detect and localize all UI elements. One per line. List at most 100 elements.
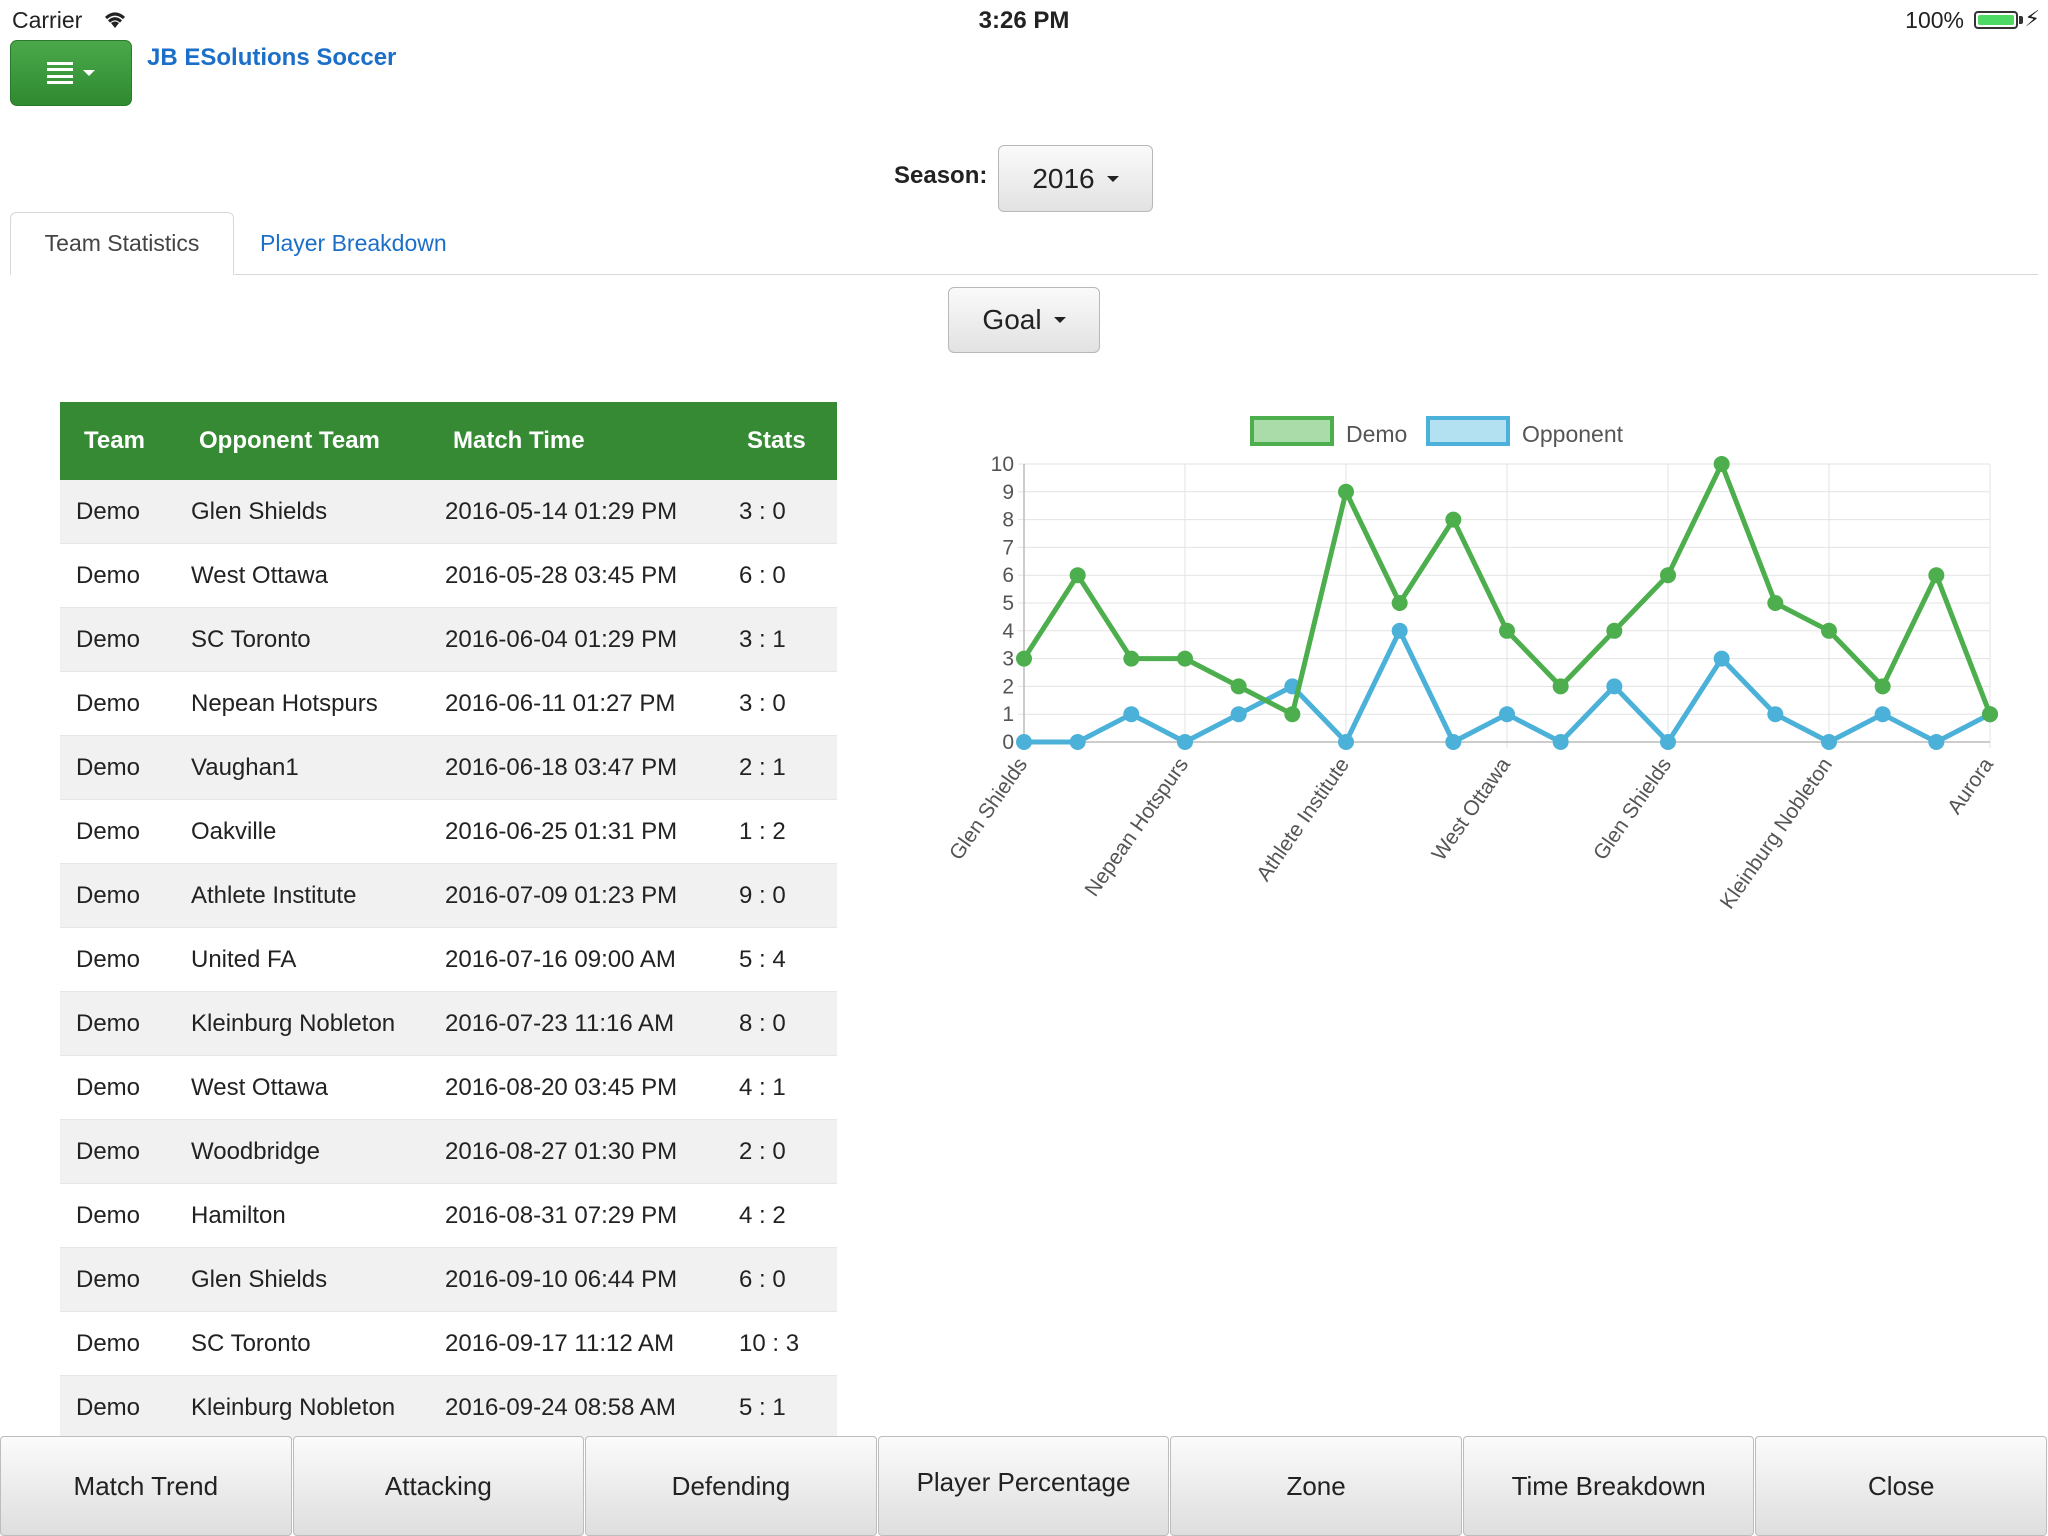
table-row[interactable]: Demo SC Toronto 2016-09-17 11:12 AM 10 : 3 — [60, 1312, 837, 1376]
table-row[interactable]: Demo West Ottawa 2016-08-20 03:45 PM 4 : 1 — [60, 1056, 837, 1120]
opponent-cell: Hamilton — [191, 1201, 286, 1229]
table-row[interactable]: Demo Nepean Hotspurs 2016-06-11 01:27 PM 3 … — [60, 672, 837, 736]
match-time-cell: 2016-07-23 11:16 AM — [445, 1009, 675, 1037]
team-cell: Demo — [76, 497, 141, 525]
opponent-cell: West Ottawa — [191, 561, 328, 589]
y-tick-label: 4 — [1002, 620, 1014, 643]
y-tick-label: 1 — [1002, 703, 1014, 726]
x-tick-label: Athlete Institute — [1252, 754, 1354, 886]
season-dropdown[interactable]: 2016 — [998, 145, 1153, 212]
status-bar: Carrier 3:26 PM 100% ⚡ — [0, 0, 2048, 40]
x-tick-label: Nepean Hotspurs — [1081, 754, 1194, 901]
stats-cell: 10 : 3 — [739, 1329, 800, 1357]
column-header: Stats — [747, 427, 806, 454]
line-chart: 0 1 2 3 4 5 6 7 8 9 10 Glen Shields Nepean Hotspurs A… — [945, 416, 1998, 914]
y-tick-label: 0 — [1002, 731, 1014, 754]
match-table: Team Opponent Team Match Time Stats Demo… — [60, 402, 837, 1440]
y-tick-label: 3 — [1002, 648, 1014, 671]
app-title[interactable]: JB ESolutions Soccer — [147, 44, 397, 71]
team-cell: Demo — [76, 945, 141, 973]
x-tick-label: Kleinburg Nobleton — [1716, 754, 1837, 914]
data-point-demo — [1284, 706, 1301, 723]
stats-cell: 9 : 0 — [739, 881, 786, 909]
y-tick-label: 8 — [1002, 509, 1014, 532]
team-cell: Demo — [76, 1009, 141, 1037]
tab-player-breakdown[interactable]: Player Breakdown — [260, 230, 447, 256]
status-time: 3:26 PM — [978, 7, 1070, 34]
data-point-opponent — [1069, 734, 1086, 750]
opponent-cell: West Ottawa — [191, 1073, 328, 1101]
stats-cell: 5 : 1 — [739, 1393, 786, 1421]
zone-button[interactable]: Zone — [1170, 1436, 1462, 1536]
close-button[interactable]: Close — [1755, 1436, 2048, 1536]
battery-icon — [1974, 11, 2018, 29]
y-tick-label: 10 — [991, 453, 1014, 476]
table-row[interactable]: Demo Kleinburg Nobleton 2016-07-23 11:16 A… — [60, 992, 837, 1056]
data-point-demo — [1821, 622, 1837, 639]
match-time-cell: 2016-06-18 03:47 PM — [445, 753, 678, 781]
team-cell: Demo — [76, 689, 141, 717]
team-cell: Demo — [76, 625, 141, 653]
match-time-cell: 2016-09-24 08:58 AM — [445, 1393, 676, 1421]
stats-cell: 5 : 4 — [739, 945, 786, 973]
data-point-demo — [1606, 622, 1623, 639]
table-row[interactable]: Demo Glen Shields 2016-09-10 06:44 PM 6 : 0 — [60, 1248, 837, 1312]
match-time-cell: 2016-07-16 09:00 AM — [445, 945, 676, 973]
attacking-button[interactable]: Attacking — [292, 1436, 585, 1536]
stats-cell: 4 : 2 — [739, 1201, 786, 1229]
table-row[interactable]: Demo Oakville 2016-06-25 01:31 PM 1 : 2 — [60, 800, 837, 864]
stat-value: Goal — [982, 304, 1042, 335]
season-value: 2016 — [1032, 162, 1095, 194]
stats-cell: 2 : 1 — [739, 753, 786, 781]
table-row[interactable]: Demo SC Toronto 2016-06-04 01:29 PM 3 : 1 — [60, 608, 837, 672]
table-row[interactable]: Demo United FA 2016-07-16 09:00 AM 5 : 4 — [60, 928, 837, 992]
menu-button[interactable] — [10, 40, 132, 106]
match-time-cell: 2016-09-17 11:12 AM — [445, 1329, 675, 1357]
stats-cell: 2 : 0 — [739, 1137, 786, 1165]
legend-label-demo: Demo — [1346, 421, 1407, 447]
data-point-demo — [1660, 567, 1676, 584]
table-row[interactable]: Demo Woodbridge 2016-08-27 01:30 PM 2 : 0 — [60, 1120, 837, 1184]
table-row[interactable]: Demo Glen Shields 2016-05-14 01:29 PM 3 : 0 — [60, 480, 837, 544]
opponent-cell: Glen Shields — [191, 497, 328, 525]
data-point-opponent — [1660, 734, 1676, 750]
chevron-down-icon — [1053, 317, 1066, 323]
table-row[interactable]: Demo Kleinburg Nobleton 2016-09-24 08:58 A… — [60, 1376, 837, 1440]
opponent-cell: United FA — [191, 945, 297, 973]
team-cell: Demo — [76, 1137, 141, 1165]
table-row[interactable]: Demo Vaughan1 2016-06-18 03:47 PM 2 : 1 — [60, 736, 837, 800]
x-tick-label: Aurora — [1943, 753, 1998, 818]
table-row[interactable]: Demo Athlete Institute 2016-07-09 01:23 PM… — [60, 864, 837, 928]
opponent-cell: SC Toronto — [191, 1329, 311, 1357]
stats-cell: 4 : 1 — [739, 1073, 786, 1101]
data-point-demo — [1016, 650, 1032, 667]
stats-cell: 1 : 2 — [739, 817, 786, 845]
goal-chart: 0 1 2 3 4 5 6 7 8 9 10 Glen Shields Nepean Hotspurs A… — [910, 400, 2010, 960]
team-cell: Demo — [76, 817, 141, 845]
match-time-cell: 2016-05-28 03:45 PM — [445, 561, 678, 589]
legend-swatch-demo — [1250, 416, 1334, 446]
table-row[interactable]: Demo West Ottawa 2016-05-28 03:45 PM 6 : 0 — [60, 544, 837, 608]
tab-team-statistics[interactable]: Team Statistics — [10, 212, 234, 275]
y-tick-label: 9 — [1002, 481, 1014, 504]
match-time-cell: 2016-08-31 07:29 PM — [445, 1201, 678, 1229]
team-cell: Demo — [76, 1265, 141, 1293]
match-trend-button[interactable]: Match Trend — [0, 1436, 292, 1536]
data-point-opponent — [1016, 734, 1032, 750]
legend-swatch-opponent — [1426, 416, 1510, 446]
data-point-opponent — [1821, 734, 1837, 750]
stat-dropdown[interactable]: Goal — [948, 287, 1100, 353]
time-breakdown-button[interactable]: Time Breakdown — [1462, 1436, 1755, 1536]
opponent-cell: SC Toronto — [191, 625, 311, 653]
carrier-label: Carrier — [12, 7, 83, 33]
tabs-divider — [10, 274, 2038, 275]
table-row[interactable]: Demo Hamilton 2016-08-31 07:29 PM 4 : 2 — [60, 1184, 837, 1248]
player-percentage-button[interactable]: Player Percentage — [877, 1436, 1170, 1536]
opponent-cell: Glen Shields — [191, 1265, 328, 1293]
defending-button[interactable]: Defending — [585, 1436, 877, 1536]
data-point-opponent — [1123, 706, 1140, 723]
team-cell: Demo — [76, 1201, 141, 1229]
data-point-demo — [1874, 678, 1891, 695]
data-point-opponent — [1767, 706, 1784, 723]
battery-tip — [2019, 16, 2023, 24]
